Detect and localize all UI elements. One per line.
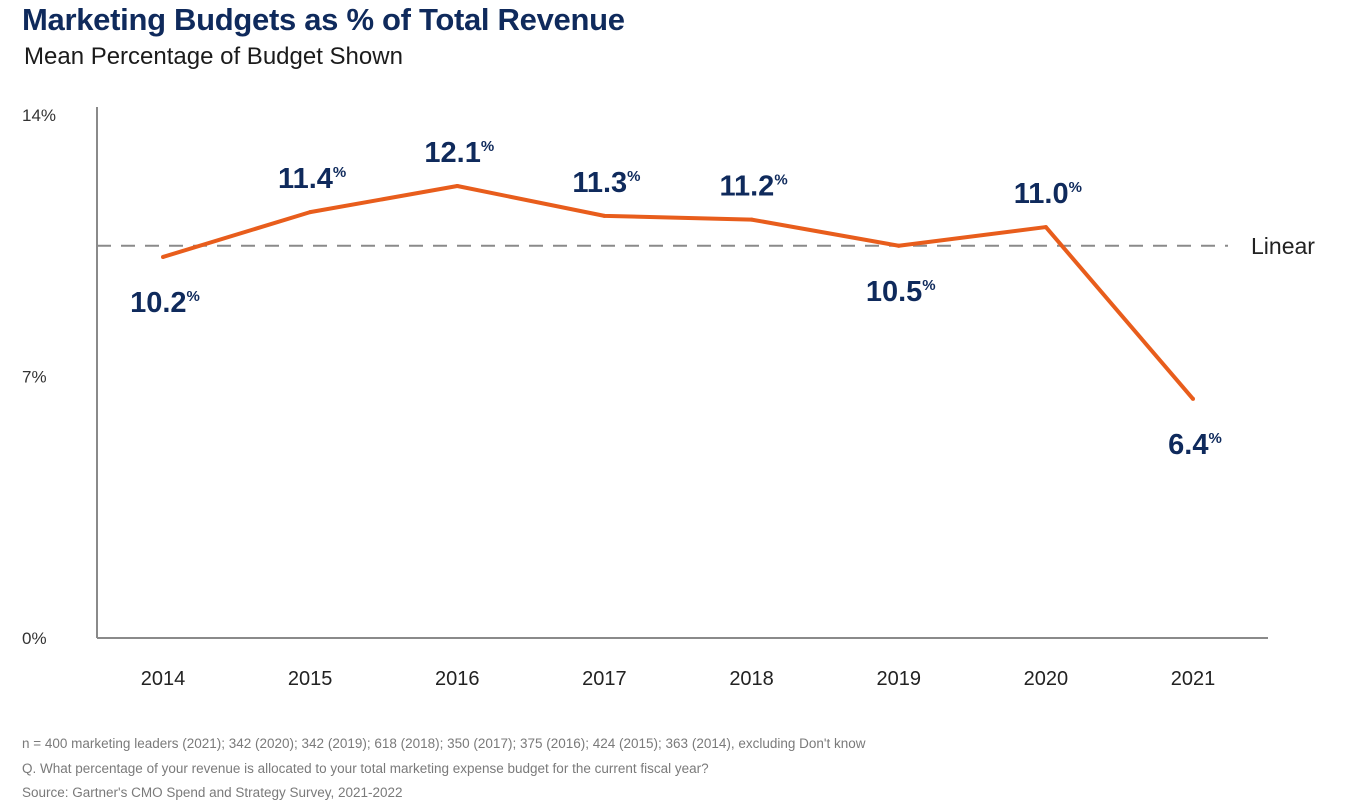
data-point [455,183,460,188]
chart-subtitle: Mean Percentage of Budget Shown [24,43,403,70]
trendline-label: Linear [1251,233,1315,259]
x-tick-label: 2015 [288,668,333,690]
y-tick-label: 0% [22,629,47,648]
data-label: 11.2% [719,171,787,203]
data-label: 12.1% [424,137,494,169]
x-tick-label: 2017 [582,668,627,690]
x-tick-label: 2021 [1171,668,1216,690]
series-line [162,183,1195,401]
data-label: 10.2% [130,287,200,319]
data-label: 11.0% [1014,178,1082,210]
data-label: 11.3% [572,167,640,199]
data-label: 10.5% [866,276,936,308]
x-tick-label: 2016 [435,668,480,690]
data-point [896,243,901,248]
data-point [749,217,754,222]
source-note: Source: Gartner's CMO Spend and Strategy… [22,785,403,800]
chart-title: Marketing Budgets as % of Total Revenue [22,2,625,37]
data-point [602,213,607,218]
data-point [308,210,313,215]
data-point [1043,225,1048,230]
data-label: 11.4% [278,163,346,195]
data-point [1191,396,1195,401]
question-note: Q. What percentage of your revenue is al… [22,761,709,776]
y-tick-label: 14% [22,106,56,125]
x-tick-label: 2020 [1024,668,1069,690]
data-label: 6.4% [1168,429,1222,461]
sample-note: n = 400 marketing leaders (2021); 342 (2… [22,736,866,751]
line-chart: 0% 7% 14% 2014 2015 2016 2017 2018 2019 2020 2021 L… [22,106,1315,690]
x-tick-label: 2019 [876,668,921,690]
data-point [161,254,165,259]
x-tick-label: 2018 [729,668,774,690]
y-tick-label: 7% [22,368,47,387]
x-tick-label: 2014 [141,668,186,690]
